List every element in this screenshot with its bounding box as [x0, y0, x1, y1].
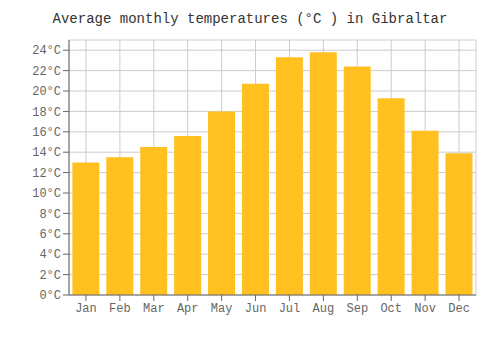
svg-text:Mar: Mar [143, 302, 165, 316]
svg-text:Apr: Apr [177, 302, 199, 316]
svg-text:6°C: 6°C [39, 228, 61, 242]
svg-text:12°C: 12°C [32, 167, 61, 181]
svg-text:Nov: Nov [414, 302, 436, 316]
svg-text:16°C: 16°C [32, 126, 61, 140]
svg-text:24°C: 24°C [32, 44, 61, 58]
svg-text:22°C: 22°C [32, 65, 61, 79]
svg-text:Jun: Jun [245, 302, 267, 316]
svg-text:Jan: Jan [75, 302, 97, 316]
svg-text:4°C: 4°C [39, 248, 61, 262]
svg-text:Feb: Feb [109, 302, 131, 316]
svg-text:Oct: Oct [380, 302, 402, 316]
svg-text:Sep: Sep [346, 302, 368, 316]
svg-text:0°C: 0°C [39, 289, 61, 303]
svg-text:18°C: 18°C [32, 106, 61, 120]
svg-text:May: May [211, 302, 233, 316]
svg-text:20°C: 20°C [32, 85, 61, 99]
svg-text:10°C: 10°C [32, 187, 61, 201]
svg-text:Aug: Aug [313, 302, 335, 316]
svg-text:14°C: 14°C [32, 146, 61, 160]
svg-text:Jul: Jul [279, 302, 301, 316]
html-text:Average monthly temperatures (: Average monthly temperatures (°C ) in Gi… [52, 11, 448, 27]
svg-text:8°C: 8°C [39, 208, 61, 222]
svg-text:2°C: 2°C [39, 269, 61, 283]
svg-text:Dec: Dec [448, 302, 470, 316]
